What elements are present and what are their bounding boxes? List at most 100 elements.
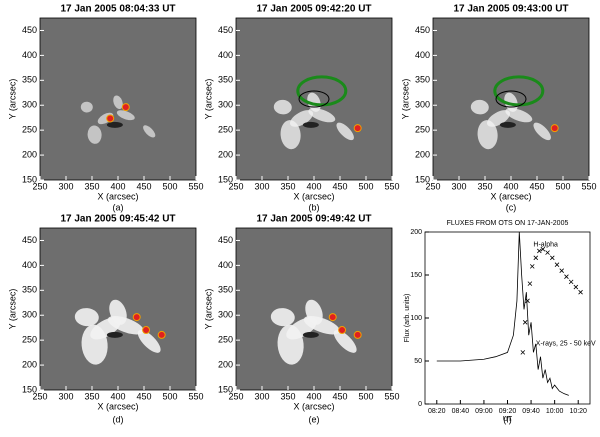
y-tick-label: 250 (415, 125, 430, 135)
source (132, 313, 141, 322)
y-tick-label: 300 (218, 100, 233, 110)
data-point (578, 289, 583, 295)
y-axis-label: Flux (arb. units) (404, 294, 411, 343)
y-tick-label: 450 (218, 25, 233, 35)
y-tick-label: 450 (415, 25, 430, 35)
y-axis-label: Y (arcsec) (7, 289, 17, 330)
data-point (525, 298, 530, 304)
bright-region (87, 125, 102, 144)
source (157, 330, 166, 339)
data-point (573, 284, 579, 290)
y-axis-label: Y (arcsec) (203, 289, 213, 330)
y-tick-label: 200 (415, 149, 430, 159)
y-tick-label: 300 (415, 100, 430, 110)
x-tick-label: 250 (32, 181, 47, 191)
source (353, 124, 362, 133)
y-axis-label: Y (arcsec) (7, 79, 17, 120)
bright-region (116, 110, 135, 121)
y-tick-label: 150 (22, 174, 37, 184)
y-tick-label: 400 (218, 260, 233, 270)
source (121, 103, 130, 112)
solar-features (273, 75, 362, 150)
plot-area (425, 232, 590, 404)
solar-features (80, 95, 156, 144)
x-tick-label: 250 (425, 181, 440, 191)
y-tick-label: 150 (22, 384, 37, 394)
panel-title: 17 Jan 2005 08:04:33 UT (60, 4, 175, 15)
x-tick-label: 550 (384, 181, 399, 191)
x-tick-label: 500 (358, 391, 373, 401)
x-axis-label: X (arcsec) (490, 191, 531, 201)
x-axis-label: X (arcsec) (97, 401, 138, 411)
solar-features (74, 299, 166, 365)
bright-region (487, 110, 511, 127)
y-tick-label: 50 (414, 358, 422, 365)
x-tick-label: 550 (188, 181, 203, 191)
source (550, 124, 559, 133)
dark-region (302, 121, 319, 128)
x-tick-label: 09:20 (499, 408, 517, 415)
y-tick-label: 350 (218, 75, 233, 85)
bright-region (305, 299, 323, 325)
y-tick-label: 0 (418, 401, 422, 408)
y-tick-label: 250 (218, 335, 233, 345)
y-axis-label: Y (arcsec) (203, 79, 213, 120)
source (353, 330, 362, 339)
x-tick-label: 450 (332, 391, 347, 401)
bright-region (74, 308, 99, 327)
data-line (436, 231, 569, 396)
x-tick-label: 400 (306, 391, 321, 401)
solar-features (270, 299, 362, 365)
y-tick-label: 350 (22, 75, 37, 85)
x-tick-label: 550 (188, 391, 203, 401)
x-tick-label: 300 (451, 181, 466, 191)
data-point (520, 350, 526, 355)
y-tick-label: 250 (218, 125, 233, 135)
bright-region (109, 299, 127, 325)
bright-region (270, 308, 295, 327)
annotation: X-rays, 25 - 50 keV (536, 341, 596, 348)
y-tick-label: 200 (218, 359, 233, 369)
y-tick-label: 250 (22, 125, 37, 135)
x-axis-label: X (arcsec) (293, 191, 334, 201)
y-tick-label: 300 (218, 310, 233, 320)
x-tick-label: 250 (228, 391, 243, 401)
x-tick-label: 550 (384, 391, 399, 401)
data-point (559, 268, 564, 273)
y-tick-label: 150 (218, 384, 233, 394)
panel-title: 17 Jan 2005 09:42:20 UT (256, 4, 371, 15)
x-tick-label: 250 (228, 181, 243, 191)
x-tick-label: 350 (280, 181, 295, 191)
source (338, 326, 347, 335)
x-tick-label: 350 (84, 181, 99, 191)
bright-region (280, 120, 301, 150)
data-point (550, 255, 555, 261)
contour (298, 90, 330, 108)
x-tick-label: 300 (254, 181, 269, 191)
source (106, 114, 115, 123)
y-tick-label: 150 (218, 174, 233, 184)
y-tick-label: 350 (22, 285, 37, 295)
y-tick-label: 250 (22, 335, 37, 345)
data-point (533, 255, 539, 261)
x-tick-label: 450 (529, 181, 544, 191)
bright-region (470, 99, 489, 115)
y-tick-label: 150 (415, 174, 430, 184)
data-point (540, 246, 546, 252)
data-point (545, 250, 550, 255)
x-tick-label: 400 (306, 181, 321, 191)
x-tick-label: 400 (503, 181, 518, 191)
panel-title: 17 Jan 2005 09:45:42 UT (60, 214, 175, 225)
x-axis-label: X (arcsec) (97, 191, 138, 201)
x-tick-label: 300 (58, 391, 73, 401)
panel-title: 17 Jan 2005 09:43:00 UT (453, 4, 568, 15)
solar-features (470, 75, 559, 150)
y-tick-label: 200 (22, 359, 37, 369)
bright-region (477, 120, 498, 150)
contour (495, 90, 527, 108)
x-tick-label: 450 (332, 181, 347, 191)
y-tick-label: 450 (22, 235, 37, 245)
bright-region (137, 329, 161, 353)
